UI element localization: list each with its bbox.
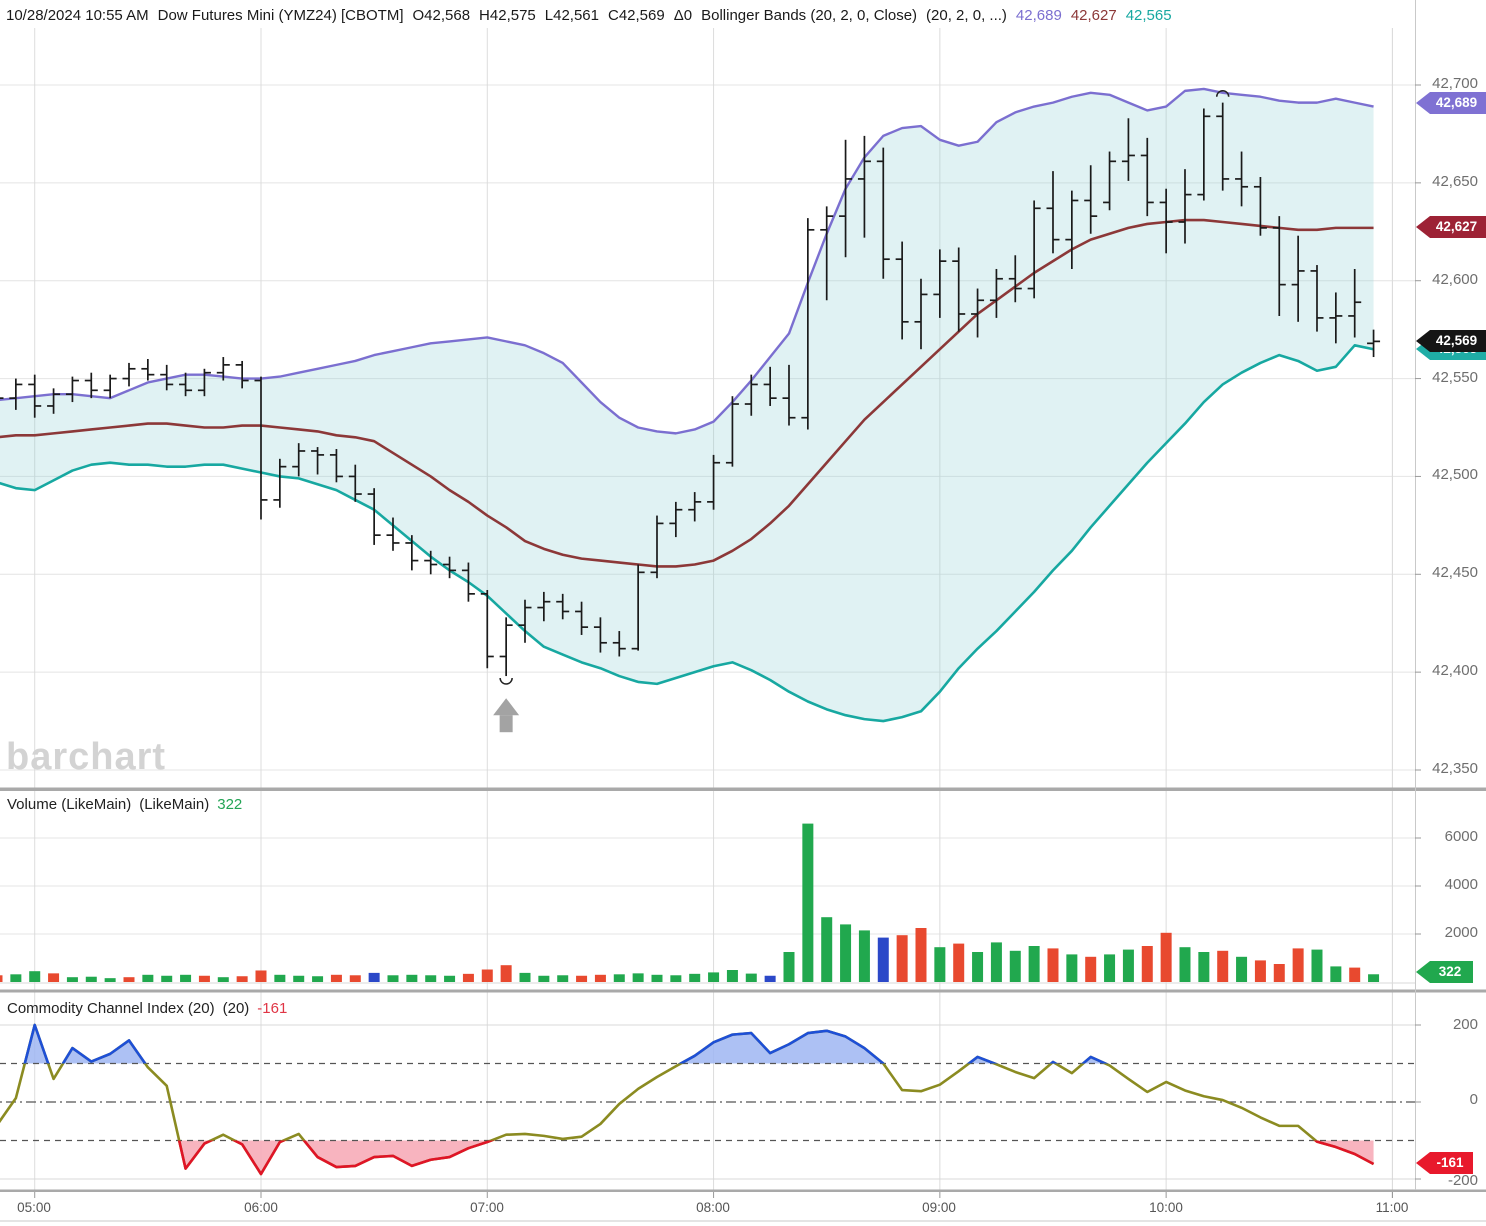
header-low: L42,561 xyxy=(544,6,599,24)
volume-badge: 322 xyxy=(1416,961,1473,983)
price-axis-label: 42,600 xyxy=(1432,271,1478,288)
cci-axis-label: 0 xyxy=(1469,1091,1478,1108)
time-axis-label: 08:00 xyxy=(696,1200,730,1215)
last-price-badge: 42,569 xyxy=(1416,330,1486,352)
price-axis-label: 42,700 xyxy=(1432,75,1478,92)
price-axis-label: 42,650 xyxy=(1432,173,1478,190)
barchart-watermark-logo: barchart xyxy=(6,736,167,778)
time-axis-label: 06:00 xyxy=(244,1200,278,1215)
price-axis-label: 42,400 xyxy=(1432,662,1478,679)
time-axis-label: 05:00 xyxy=(17,1200,51,1215)
bb-middle-price-badge: 42,627 xyxy=(1416,216,1486,238)
header-datetime: 10/28/2024 10:55 AM xyxy=(6,6,149,24)
header-change: Δ0 xyxy=(673,6,693,24)
time-axis-label: 11:00 xyxy=(1375,1200,1409,1215)
price-axis-label: 42,550 xyxy=(1432,369,1478,386)
header-symbol: Dow Futures Mini (YMZ24) [CBOTM] xyxy=(157,6,404,24)
cci-title-params: (20) xyxy=(222,1000,250,1017)
volume-axis-label: 6000 xyxy=(1444,828,1478,845)
cci-badge: -161 xyxy=(1416,1152,1473,1174)
bb-upper-price-badge: 42,689 xyxy=(1416,92,1486,114)
volume-title-params: (LikeMain) xyxy=(139,796,210,813)
header-bb-lower-value: 42,565 xyxy=(1125,6,1172,24)
volume-title: Volume (LikeMain) xyxy=(7,796,132,813)
header-study-params: (20, 2, 0, ...) xyxy=(926,6,1007,24)
time-axis-label: 09:00 xyxy=(922,1200,956,1215)
header-study-label: Bollinger Bands (20, 2, 0, Close) xyxy=(701,6,918,24)
header-open: O42,568 xyxy=(412,6,471,24)
price-axis-label: 42,350 xyxy=(1432,760,1478,777)
volume-axis-label: 2000 xyxy=(1444,924,1478,941)
price-axis-label: 42,500 xyxy=(1432,466,1478,483)
price-axis-label: 42,450 xyxy=(1432,564,1478,581)
header-bb-upper-value: 42,689 xyxy=(1015,6,1062,24)
cci-panel-title: Commodity Channel Index (20) (20) -161 xyxy=(7,1000,287,1017)
time-axis-label: 07:00 xyxy=(470,1200,504,1215)
volume-last-value: 322 xyxy=(217,796,243,813)
cci-axis-label: -200 xyxy=(1447,1172,1478,1189)
cci-title: Commodity Channel Index (20) xyxy=(7,1000,215,1017)
header-bb-middle-value: 42,627 xyxy=(1070,6,1117,24)
quote-header: 10/28/2024 10:55 AM Dow Futures Mini (YM… xyxy=(6,4,1172,26)
volume-axis-label: 4000 xyxy=(1444,876,1478,893)
header-high: H42,575 xyxy=(479,6,536,24)
volume-panel-title: Volume (LikeMain) (LikeMain) 322 xyxy=(7,796,242,813)
cci-axis-label: 200 xyxy=(1452,1016,1478,1033)
header-close: C42,569 xyxy=(608,6,665,24)
cci-last-value: -161 xyxy=(257,1000,288,1017)
time-axis-label: 10:00 xyxy=(1149,1200,1183,1215)
